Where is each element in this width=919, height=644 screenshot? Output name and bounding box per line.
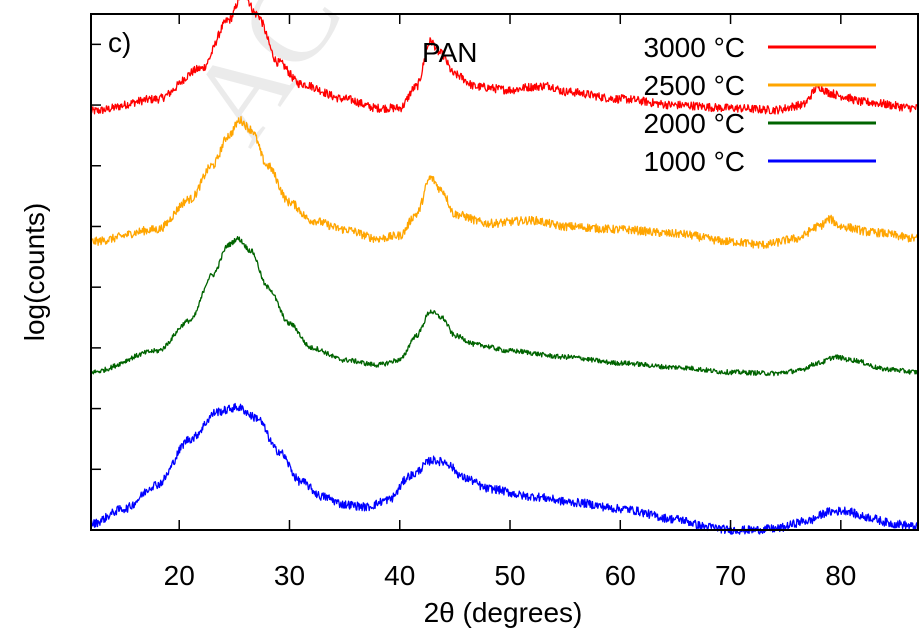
series-layer — [90, 0, 919, 535]
legend-label: 2500 °C — [644, 70, 746, 101]
x-tick-label: 70 — [715, 560, 746, 591]
x-tick-label: 60 — [605, 560, 636, 591]
plot-frame — [90, 13, 919, 531]
legend-label: 2000 °C — [644, 108, 746, 139]
x-tick-label: 20 — [164, 560, 195, 591]
legend-label: 3000 °C — [644, 32, 746, 63]
x-tick-label: 50 — [494, 560, 525, 591]
x-tick-label: 80 — [825, 560, 856, 591]
legend: 3000 °C 2500 °C 2000 °C 1000 °C — [644, 32, 876, 177]
series-line — [90, 235, 919, 377]
panel-label: c) — [108, 27, 131, 58]
x-axis-ticks: 20 30 40 50 60 70 80 — [164, 14, 856, 591]
chart-title: PAN — [422, 37, 478, 68]
x-axis-label: 2θ (degrees) — [424, 597, 583, 628]
series-line — [90, 402, 919, 535]
x-tick-label: 40 — [384, 560, 415, 591]
y-axis-label: log(counts) — [19, 203, 50, 342]
series-line — [90, 116, 919, 250]
watermark-text: ACCEPTED — [162, 0, 627, 165]
y-axis-ticks — [91, 43, 101, 471]
series-line — [90, 0, 919, 115]
x-tick-label: 30 — [274, 560, 305, 591]
legend-label: 1000 °C — [644, 146, 746, 177]
